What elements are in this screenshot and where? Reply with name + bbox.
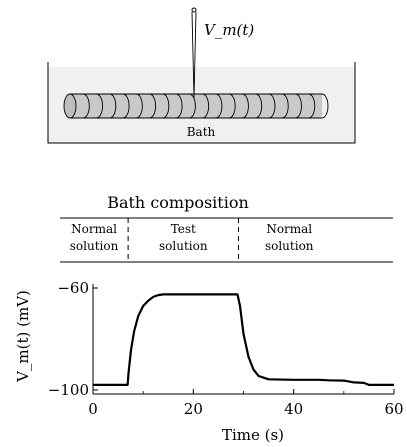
composition-title: Bath composition [107, 193, 249, 212]
chart: 0 20 40 60 −60 −100 Time (s) V_m(t) (mV) [14, 279, 404, 444]
composition-segment-label: solution [159, 239, 208, 253]
y-tick-label: −100 [48, 381, 89, 399]
composition-segment-label: solution [70, 239, 119, 253]
x-tick-label: 60 [384, 400, 403, 418]
electrode-tip-icon [191, 7, 197, 13]
x-tick-label: 20 [184, 400, 203, 418]
x-axis-label: Time (s) [222, 426, 284, 444]
composition-segment-label: Normal [71, 222, 117, 236]
series-line-membrane-potential [93, 293, 394, 386]
bath-schematic: Bath V_m(t) [47, 7, 356, 144]
x-tick-label: 40 [284, 400, 303, 418]
composition-segments: Normal solution Test solution Normal solution [70, 218, 314, 262]
cell-cylinder [63, 93, 329, 119]
bath-composition: Bath composition Normal solution Test solut… [60, 193, 393, 263]
bath-container [47, 62, 356, 144]
electrode [191, 7, 197, 99]
composition-segment-label: Normal [266, 222, 312, 236]
composition-segment-label: Test [171, 222, 196, 236]
bath-label: Bath [187, 125, 216, 139]
y-axis-label: V_m(t) (mV) [14, 290, 32, 383]
electrode-label: V_m(t) [204, 21, 254, 39]
axis-ticks: 0 20 40 60 −60 −100 [48, 279, 404, 418]
composition-segment-label: solution [265, 239, 314, 253]
x-tick-label: 0 [88, 400, 98, 418]
y-tick-label: −60 [57, 279, 89, 297]
